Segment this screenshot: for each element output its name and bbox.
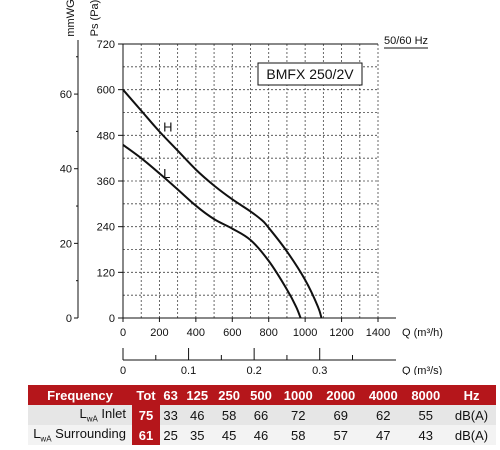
- table-cell: 57: [319, 425, 363, 445]
- mmwg-axis-label: mmWG: [65, 0, 77, 37]
- row-unit: dB(A): [447, 405, 496, 425]
- row-label: LwA Surrounding: [28, 425, 132, 445]
- frequency-label: 50/60 Hz: [384, 35, 428, 47]
- band-header: 1000: [276, 385, 320, 405]
- frequency-header: Frequency: [28, 385, 132, 405]
- sound-data-table: Frequency Tot 63 125 250 500 1000 2000 4…: [28, 385, 496, 445]
- curve-l: [122, 144, 302, 319]
- table-cell: 35: [181, 425, 214, 445]
- model-box: [257, 62, 363, 86]
- band-header: 4000: [362, 385, 405, 405]
- x-tick-label: 800: [260, 327, 278, 339]
- x-tick-label: 0: [120, 327, 126, 339]
- series-label-h: H: [163, 120, 172, 135]
- mmwg-tick-label: 0: [66, 313, 72, 325]
- x2-tick-label: 0: [120, 365, 126, 375]
- table-cell: 62: [362, 405, 405, 425]
- table-row-surrounding: LwA Surrounding 61 25 35 45 46 58 57 47 …: [28, 425, 496, 445]
- table-row-inlet: LwA Inlet 75 33 46 58 66 72 69 62 55 dB(…: [28, 405, 496, 425]
- band-header: 125: [181, 385, 214, 405]
- table-cell: 46: [181, 405, 214, 425]
- chart-series: [122, 89, 323, 319]
- table-cell: 69: [319, 405, 363, 425]
- x2-tick-label: 0.1: [181, 365, 196, 375]
- tot-header: Tot: [132, 385, 160, 405]
- x-tick-label: 200: [150, 327, 168, 339]
- x-tick-label: 1200: [329, 327, 353, 339]
- pa-tick-label: 0: [109, 313, 115, 325]
- row-total: 61: [132, 425, 160, 445]
- x-tick-label: 600: [223, 327, 241, 339]
- pa-tick-label: 480: [97, 130, 115, 142]
- row-unit: dB(A): [447, 425, 496, 445]
- x-tick-label: 400: [187, 327, 205, 339]
- mmwg-tick-label: 40: [60, 164, 72, 176]
- x-tick-label: 1400: [366, 327, 390, 339]
- table-cell: 66: [245, 405, 277, 425]
- row-label: LwA Inlet: [28, 405, 132, 425]
- fan-performance-chart: 0 120 240 360 480 600 720 Ps (Pa) 0 20 40 60 mmWG 0 20…: [60, 0, 443, 375]
- unit-header: Hz: [447, 385, 496, 405]
- chart-axes: [74, 40, 396, 361]
- row-total: 75: [132, 405, 160, 425]
- table-cell: 58: [276, 425, 320, 445]
- table-cell: 45: [213, 425, 246, 445]
- pa-tick-label: 120: [97, 267, 115, 279]
- pa-axis-label: Ps (Pa): [89, 0, 101, 36]
- x2-tick-label: 0.3: [312, 365, 327, 375]
- table-header-row: Frequency Tot 63 125 250 500 1000 2000 4…: [28, 385, 496, 405]
- band-header: 250: [213, 385, 246, 405]
- table-cell: 72: [276, 405, 320, 425]
- band-header: 8000: [404, 385, 448, 405]
- table-cell: 55: [404, 405, 448, 425]
- table-cell: 46: [245, 425, 277, 445]
- x-axis-label: Q (m³/h): [402, 327, 443, 339]
- x-tick-label: 1000: [293, 327, 317, 339]
- pa-tick-label: 240: [97, 222, 115, 234]
- table-cell: 33: [160, 405, 182, 425]
- curve-h: [122, 89, 323, 319]
- pa-tick-label: 360: [97, 176, 115, 188]
- pa-tick-label: 600: [97, 85, 115, 97]
- mmwg-tick-label: 60: [60, 89, 72, 101]
- model-label: BMFX 250/2V: [266, 66, 354, 82]
- band-header: 2000: [319, 385, 363, 405]
- band-header: 500: [245, 385, 277, 405]
- chart-labels: 0 120 240 360 480 600 720 Ps (Pa) 0 20 40 60 mmWG 0 20…: [60, 0, 443, 375]
- table-cell: 25: [160, 425, 182, 445]
- table-cell: 43: [404, 425, 448, 445]
- x2-axis-label: Q (m³/s): [402, 365, 442, 375]
- table-cell: 47: [362, 425, 405, 445]
- pa-tick-label: 720: [97, 39, 115, 51]
- table-cell: 58: [213, 405, 246, 425]
- band-header: 63: [160, 385, 182, 405]
- x2-tick-label: 0.2: [246, 365, 261, 375]
- mmwg-tick-label: 20: [60, 238, 72, 250]
- series-label-l: L: [163, 166, 170, 181]
